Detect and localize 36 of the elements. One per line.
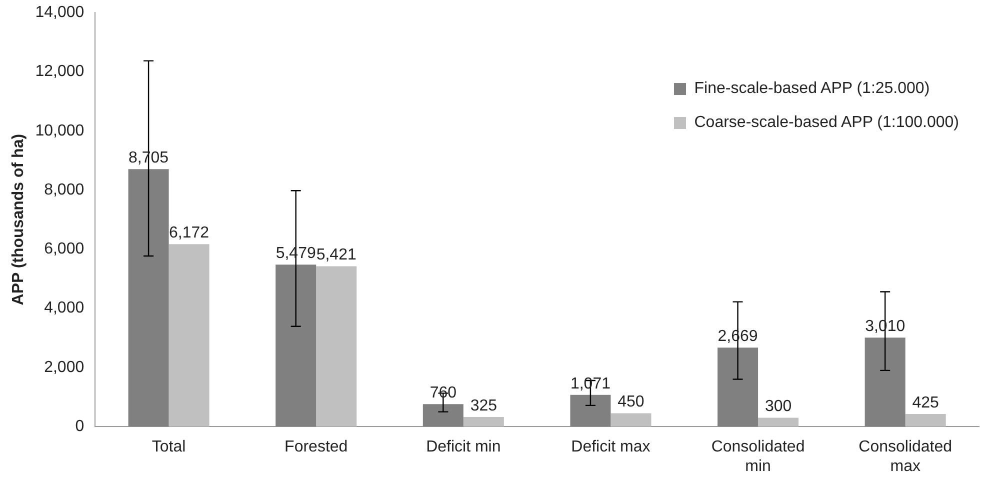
y-tick-label: 0: [75, 418, 84, 436]
bar: [128, 169, 169, 427]
x-tick-label: Total: [152, 438, 186, 456]
bar: [758, 418, 799, 427]
y-tick-label: 12,000: [35, 63, 84, 80]
y-axis-title: APP (thousands of ha): [10, 134, 28, 306]
legend-label: Fine-scale-based APP (1:25.000): [694, 80, 930, 98]
y-tick-label: 8,000: [44, 181, 84, 198]
bar: [718, 348, 758, 427]
y-tick-label: 6,000: [44, 240, 84, 258]
x-tick-label: Deficit max: [571, 438, 650, 456]
bar: [905, 414, 946, 427]
x-tick-label: Consolidated max: [858, 438, 952, 475]
data-label: 425: [912, 394, 940, 412]
x-tick-label: Deficit min: [426, 438, 501, 456]
bar: [610, 413, 652, 427]
legend-label: Coarse-scale-based APP (1:100.000): [694, 114, 959, 132]
data-label: 300: [764, 398, 792, 416]
bar: [168, 244, 210, 427]
y-tick-label: 4,000: [44, 300, 84, 317]
bar: [864, 338, 906, 427]
y-tick-label: 2,000: [44, 358, 84, 376]
data-label: 325: [470, 397, 498, 414]
y-tick-label: 10,000: [35, 122, 84, 140]
x-tick-label: Forested: [284, 438, 348, 456]
y-tick-label: 14,000: [35, 4, 84, 22]
bar: [422, 404, 464, 427]
data-label: 6,172: [169, 224, 210, 242]
data-label: 450: [618, 394, 644, 411]
bar: [570, 394, 611, 427]
bar: [316, 266, 357, 427]
x-tick-label: Consolidated min: [711, 438, 805, 475]
bar: [276, 264, 316, 427]
bar: [463, 416, 504, 427]
data-label: 760: [430, 384, 457, 402]
data-label: 5,421: [316, 246, 356, 264]
